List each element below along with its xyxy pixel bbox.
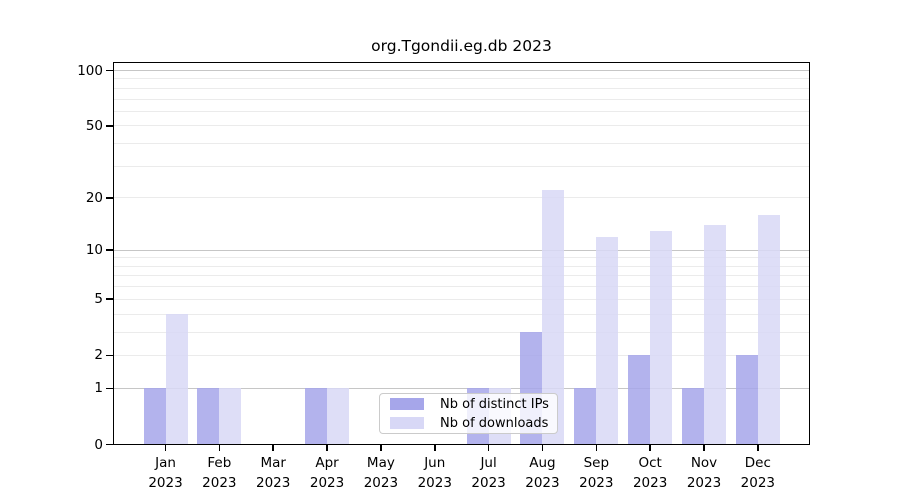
x-tick-mark	[595, 445, 598, 451]
x-tick-mark	[380, 445, 382, 451]
gridline-minor	[114, 78, 809, 80]
x-axis-tick-label: Aug 2023	[525, 455, 560, 491]
x-tick-mark	[649, 445, 651, 451]
gridline-minor	[114, 313, 809, 315]
x-tick-mark	[272, 445, 274, 451]
bar-distinct-ips	[628, 355, 651, 445]
gridline-minor	[114, 286, 809, 288]
gridline-minor	[114, 165, 809, 167]
y-tick-mark	[106, 196, 113, 199]
x-tick-mark	[757, 445, 759, 451]
bar-downloads	[165, 314, 188, 445]
x-axis-tick-label: Apr 2023	[309, 455, 345, 491]
gridline-minor	[114, 197, 809, 199]
legend-item-downloads: Nb of downloads	[390, 415, 549, 431]
gridline-minor	[114, 143, 809, 145]
legend-label-downloads: Nb of downloads	[440, 415, 549, 431]
bar-downloads	[542, 190, 565, 445]
bar-distinct-ips	[143, 388, 166, 445]
y-tick-mark	[106, 387, 113, 390]
x-tick-mark	[487, 445, 490, 451]
x-tick-mark	[433, 445, 436, 451]
gridline-major	[114, 387, 809, 389]
bar-downloads	[327, 388, 350, 445]
bar-downloads	[757, 214, 780, 445]
x-tick-mark	[703, 445, 705, 451]
legend-item-distinct-ips: Nb of distinct IPs	[390, 396, 549, 412]
y-tick-mark	[106, 249, 113, 251]
gridline-minor	[114, 110, 809, 112]
gridline-minor	[114, 265, 809, 267]
bar-distinct-ips	[682, 388, 704, 445]
bar-distinct-ips	[197, 388, 220, 445]
x-tick-mark	[164, 445, 167, 451]
x-tick-mark	[218, 445, 221, 451]
y-axis-tick-label: 100	[77, 62, 103, 79]
y-tick-mark	[106, 125, 113, 127]
gridline-minor	[114, 98, 809, 100]
bar-downloads	[596, 236, 619, 445]
bar-distinct-ips	[735, 355, 758, 445]
gridline-minor	[114, 125, 809, 127]
y-tick-mark	[106, 443, 113, 446]
x-axis-tick-label: Jun 2023	[417, 455, 452, 491]
y-axis-tick-label: 2	[94, 347, 103, 364]
x-tick-mark	[541, 445, 544, 451]
x-axis-tick-label: Feb 2023	[202, 455, 237, 491]
x-axis-tick-label: Sep 2023	[579, 455, 614, 491]
legend-label-distinct-ips: Nb of distinct IPs	[440, 396, 549, 412]
legend: Nb of distinct IPs Nb of downloads	[379, 393, 558, 434]
y-tick-mark	[106, 298, 113, 301]
x-axis-tick-label: Nov 2023	[686, 455, 722, 491]
x-axis-tick-label: Dec 2023	[740, 455, 776, 491]
gridline-minor	[114, 275, 809, 277]
legend-swatch-downloads	[390, 417, 424, 429]
y-axis-tick-label: 50	[85, 117, 103, 134]
x-axis-tick-label: May 2023	[363, 455, 399, 491]
gridline-minor	[114, 331, 809, 333]
bar-downloads	[219, 388, 242, 445]
gridline-minor	[114, 354, 809, 356]
x-axis-tick-label: Jul 2023	[471, 455, 506, 491]
y-axis-tick-label: 1	[94, 380, 103, 397]
x-axis-tick-label: Oct 2023	[632, 455, 668, 491]
y-tick-mark	[106, 69, 113, 72]
y-axis-tick-label: 5	[94, 291, 103, 308]
legend-swatch-distinct-ips	[390, 398, 424, 410]
bar-downloads	[650, 230, 673, 445]
y-axis-tick-label: 10	[85, 242, 103, 259]
x-axis-tick-label: Mar 2023	[256, 455, 291, 491]
gridline-minor	[114, 298, 809, 300]
chart-title: org.Tgondii.eg.db 2023	[371, 37, 552, 55]
gridline-minor	[114, 87, 809, 89]
bar-distinct-ips	[574, 388, 597, 445]
gridline-minor	[114, 257, 809, 259]
x-axis-tick-label: Jan 2023	[148, 455, 183, 491]
bar-downloads	[704, 225, 726, 445]
y-axis-tick-label: 0	[94, 436, 103, 453]
y-tick-mark	[106, 354, 113, 357]
x-tick-mark	[326, 445, 328, 451]
bar-distinct-ips	[305, 388, 328, 445]
gridline-major	[114, 249, 809, 251]
y-axis-tick-label: 20	[85, 189, 103, 206]
gridline-major	[114, 70, 809, 71]
